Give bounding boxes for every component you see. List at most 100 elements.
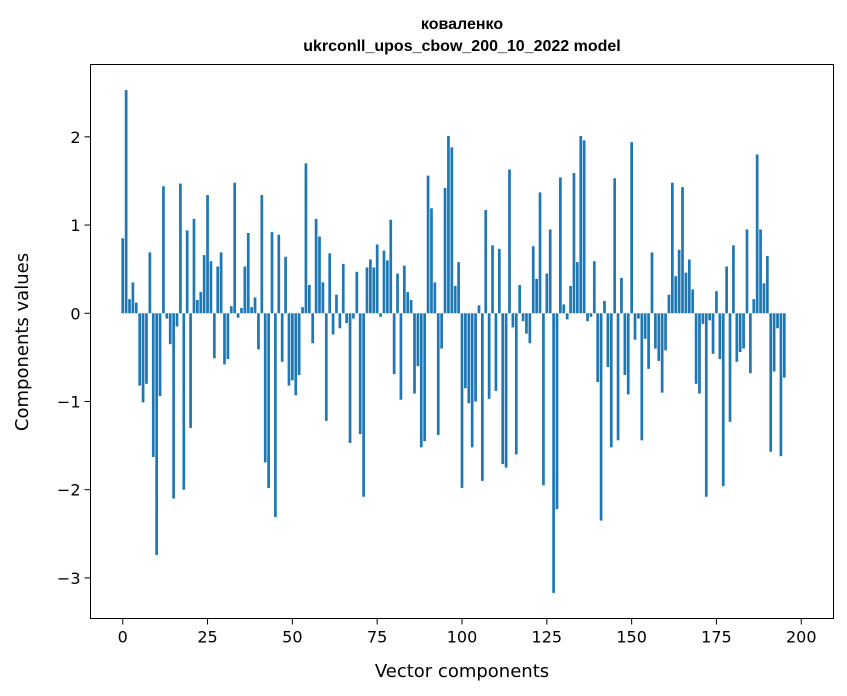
bar-41 bbox=[260, 195, 264, 314]
bar-92 bbox=[433, 282, 437, 314]
bar-26 bbox=[209, 261, 213, 314]
bar-172 bbox=[704, 313, 708, 497]
bar-145 bbox=[613, 178, 617, 314]
bar-181 bbox=[735, 313, 739, 362]
bar-23 bbox=[199, 292, 203, 314]
bar-35 bbox=[240, 307, 243, 314]
x-tick-label: 125 bbox=[532, 628, 563, 647]
bar-175 bbox=[715, 291, 718, 314]
bar-142 bbox=[603, 300, 606, 314]
bar-86 bbox=[413, 313, 416, 394]
bar-148 bbox=[623, 313, 627, 376]
plot-frame bbox=[90, 64, 834, 619]
bars-group bbox=[121, 90, 786, 593]
bar-176 bbox=[718, 313, 722, 360]
bar-113 bbox=[504, 313, 508, 468]
bar-71 bbox=[362, 313, 365, 497]
bar-3 bbox=[131, 282, 135, 314]
bar-165 bbox=[681, 187, 684, 314]
bar-78 bbox=[386, 260, 389, 314]
bar-54 bbox=[304, 163, 308, 314]
bar-81 bbox=[396, 273, 399, 314]
bar-31 bbox=[226, 313, 230, 360]
bar-115 bbox=[511, 313, 515, 328]
bar-171 bbox=[701, 313, 705, 324]
bar-48 bbox=[284, 256, 287, 314]
chart-title-line-2: ukrconll_upos_cbow_200_10_2022 model bbox=[303, 38, 620, 55]
bar-34 bbox=[236, 313, 240, 318]
bar-141 bbox=[599, 313, 603, 521]
bar-32 bbox=[229, 306, 233, 314]
bar-133 bbox=[572, 173, 576, 314]
bar-79 bbox=[389, 219, 393, 314]
bar-13 bbox=[165, 313, 169, 319]
bar-88 bbox=[419, 313, 423, 448]
bar-163 bbox=[674, 276, 678, 314]
bar-49 bbox=[287, 313, 291, 386]
bar-131 bbox=[565, 313, 569, 320]
bar-174 bbox=[711, 313, 715, 354]
bar-5 bbox=[138, 313, 142, 386]
bar-7 bbox=[145, 313, 148, 384]
bar-53 bbox=[301, 307, 304, 314]
bar-150 bbox=[630, 142, 633, 314]
bar-33 bbox=[233, 182, 237, 314]
bar-109 bbox=[491, 245, 494, 314]
bar-83 bbox=[402, 265, 406, 314]
bar-90 bbox=[426, 175, 430, 314]
bar-177 bbox=[721, 313, 725, 487]
x-axis-ticks: 0 25 50 75 100 125 150 175 200 bbox=[118, 618, 817, 647]
bar-28 bbox=[216, 266, 220, 314]
bar-114 bbox=[508, 169, 511, 314]
bar-2 bbox=[128, 299, 131, 314]
bar-93 bbox=[436, 313, 440, 436]
bar-166 bbox=[684, 272, 688, 314]
bar-74 bbox=[372, 267, 376, 314]
y-tick-label: 0 bbox=[70, 304, 80, 323]
bar-16 bbox=[175, 313, 179, 327]
bar-152 bbox=[637, 313, 640, 319]
bar-27 bbox=[212, 313, 216, 359]
y-tick-label: 1 bbox=[70, 216, 80, 235]
bar-144 bbox=[609, 313, 613, 448]
bar-146 bbox=[616, 313, 620, 441]
bar-72 bbox=[365, 267, 369, 314]
bar-173 bbox=[708, 313, 712, 321]
bar-117 bbox=[518, 285, 522, 314]
bar-103 bbox=[470, 313, 474, 448]
bar-190 bbox=[765, 255, 769, 314]
bar-89 bbox=[423, 313, 427, 442]
bar-136 bbox=[582, 140, 586, 314]
bar-130 bbox=[562, 304, 566, 314]
bar-195 bbox=[782, 313, 786, 378]
bar-46 bbox=[277, 234, 281, 314]
bar-124 bbox=[542, 313, 545, 486]
x-tick-label: 0 bbox=[118, 628, 128, 647]
bar-42 bbox=[263, 313, 267, 463]
x-tick-label: 25 bbox=[197, 628, 217, 647]
bar-55 bbox=[307, 285, 311, 314]
y-tick-label: −2 bbox=[57, 481, 81, 500]
bar-151 bbox=[633, 313, 637, 340]
bar-121 bbox=[531, 246, 535, 314]
bar-69 bbox=[355, 271, 359, 314]
bar-168 bbox=[691, 289, 695, 314]
x-tick-label: 150 bbox=[616, 628, 647, 647]
bar-111 bbox=[497, 248, 501, 314]
bar-58 bbox=[318, 236, 321, 314]
bar-18 bbox=[182, 313, 186, 490]
bar-179 bbox=[728, 313, 732, 422]
bar-106 bbox=[481, 313, 484, 481]
bar-76 bbox=[379, 313, 382, 317]
bar-10 bbox=[155, 313, 159, 555]
bar-126 bbox=[548, 229, 552, 314]
bar-120 bbox=[528, 313, 532, 344]
bar-60 bbox=[324, 313, 328, 421]
bar-160 bbox=[664, 313, 667, 351]
bar-164 bbox=[677, 249, 681, 314]
bar-66 bbox=[345, 313, 348, 323]
bar-25 bbox=[206, 195, 209, 314]
x-tick-label: 175 bbox=[701, 628, 732, 647]
bar-94 bbox=[440, 313, 443, 349]
bar-107 bbox=[484, 210, 488, 314]
